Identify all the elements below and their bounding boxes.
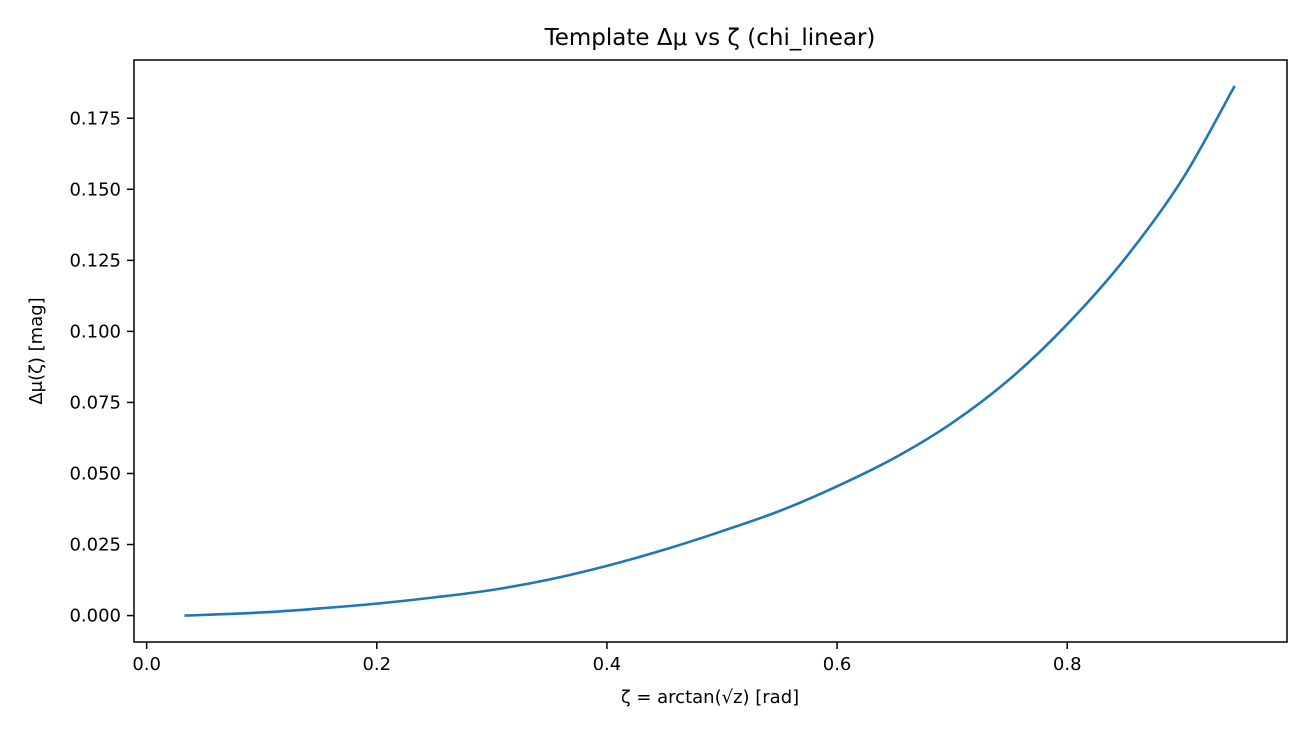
y-tick-label: 0.000 — [69, 606, 121, 627]
y-tick-label: 0.025 — [69, 535, 121, 556]
y-tick-label: 0.100 — [69, 321, 121, 342]
chart-title: Template Δμ vs ζ (chi_linear) — [544, 25, 876, 51]
x-axis-label: ζ = arctan(√z) [rad] — [621, 687, 799, 708]
x-tick-label: 0.4 — [593, 654, 622, 675]
y-axis-label: Δμ(ζ) [mag] — [26, 297, 47, 404]
y-tick-label: 0.125 — [69, 250, 121, 271]
y-tick-label: 0.150 — [69, 179, 121, 200]
x-tick-label: 0.2 — [362, 654, 391, 675]
axes-frame — [133, 59, 1288, 643]
y-tick-label: 0.175 — [69, 108, 121, 129]
y-tick-label: 0.075 — [69, 392, 121, 413]
x-tick-label: 0.8 — [1053, 654, 1082, 675]
y-tick-label: 0.050 — [69, 463, 121, 484]
series-line-0 — [184, 85, 1236, 617]
plot-area — [184, 85, 1236, 617]
x-tick-label: 0.6 — [823, 654, 852, 675]
x-tick-label: 0.0 — [132, 654, 161, 675]
axis-ticks: 0.0 0.2 0.4 0.6 0.8 0.000 0.025 0.050 0.075 0.100… — [69, 108, 1081, 675]
